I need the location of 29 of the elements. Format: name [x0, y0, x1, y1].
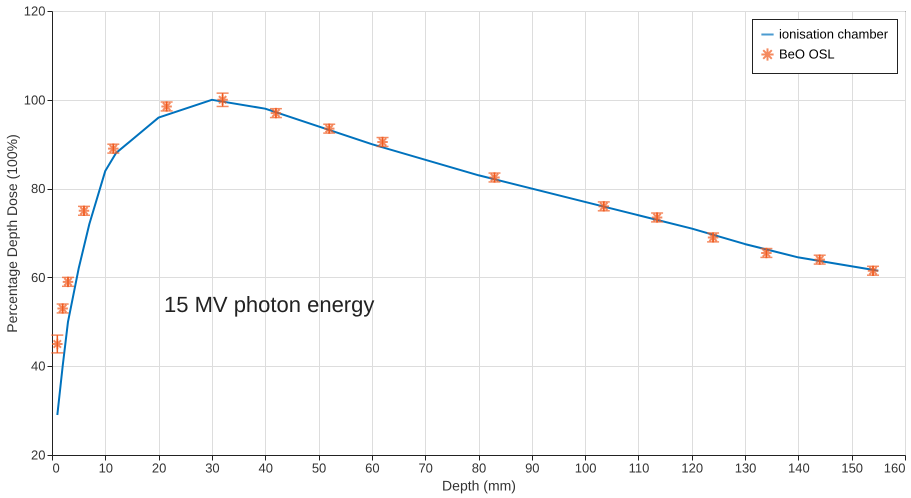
x-tick-label: 100 [574, 460, 596, 476]
x-tick-label: 20 [152, 460, 166, 476]
y-tick-label: 80 [31, 181, 46, 196]
x-tick-label: 0 [52, 460, 60, 476]
x-tick-label: 60 [365, 460, 380, 476]
x-tick-label: 130 [734, 460, 756, 476]
annotation: 15 MV photon energy [164, 292, 374, 317]
x-tick-label: 110 [628, 460, 650, 476]
x-tick-label: 50 [312, 460, 326, 476]
x-tick-label: 10 [98, 460, 114, 476]
x-tick-label: 140 [788, 460, 810, 476]
y-tick-label: 120 [24, 4, 46, 18]
y-tick-label: 20 [31, 448, 46, 462]
point [51, 338, 64, 350]
x-tick-label: 90 [525, 460, 540, 476]
legend-label: ionisation chamber [779, 26, 889, 42]
legend-label: BeO OSL [779, 46, 835, 62]
y-axis-title: Percentage Depth Dose (100%) [4, 134, 20, 333]
x-tick-label: 160 [884, 460, 906, 476]
x-tick-label: 150 [841, 460, 864, 476]
x-tick-label: 40 [258, 460, 273, 476]
x-axis-title: Depth (mm) [442, 478, 516, 494]
y-tick-label: 60 [31, 270, 46, 285]
x-tick-label: 30 [205, 460, 220, 476]
x-tick-label: 80 [472, 460, 486, 476]
x-tick-label: 70 [418, 460, 433, 476]
x-tick-label: 120 [681, 460, 704, 476]
y-tick-label: 40 [31, 358, 46, 374]
y-tick-label: 100 [24, 92, 46, 108]
